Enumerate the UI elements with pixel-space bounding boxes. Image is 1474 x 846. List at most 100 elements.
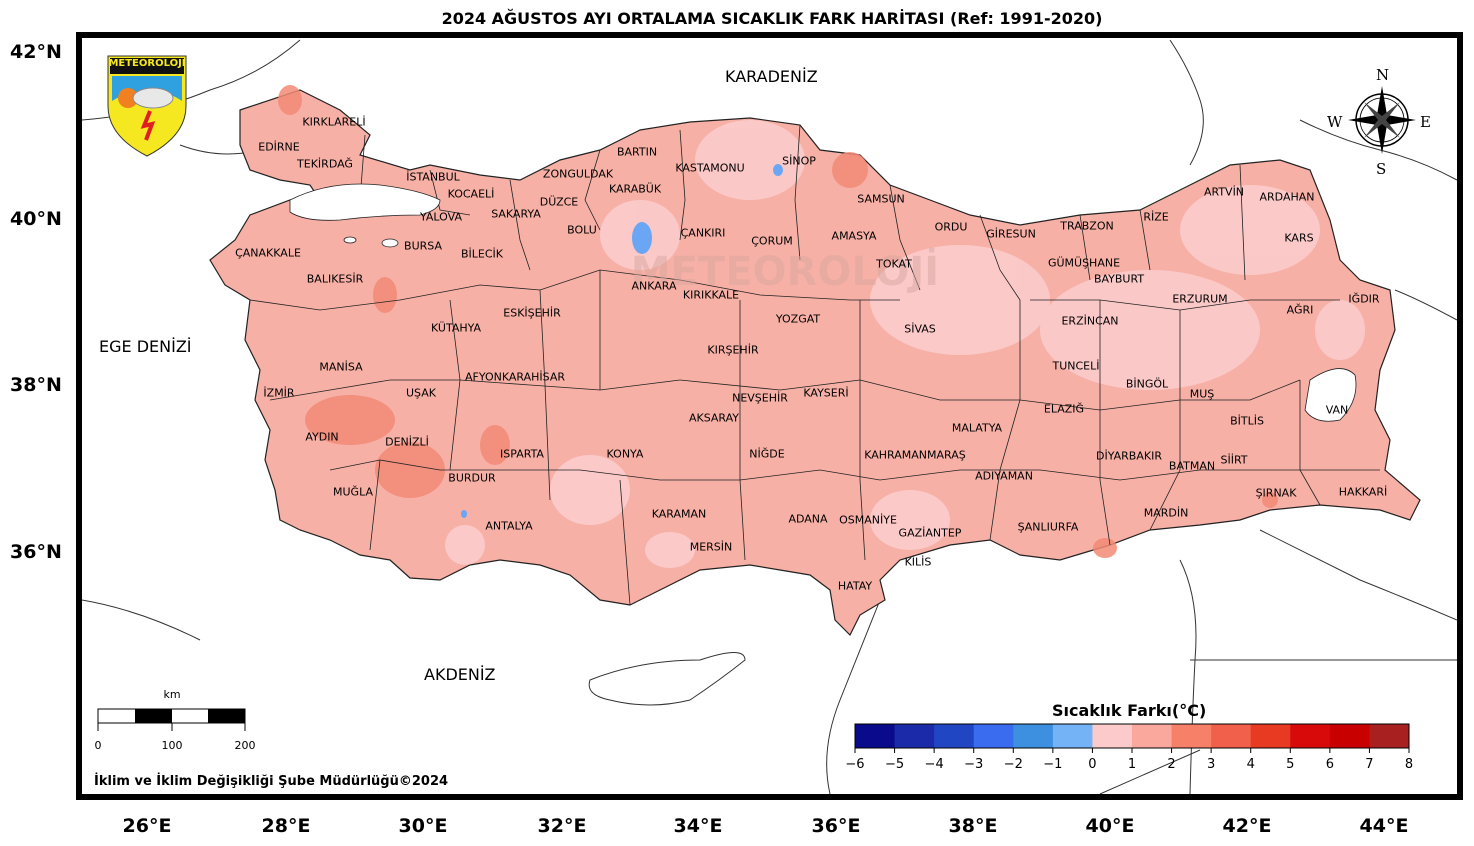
province-label: BİLECİK <box>460 247 504 261</box>
map-title: 2024 AĞUSTOS AYI ORTALAMA SICAKLIK FARK … <box>441 9 1103 28</box>
province-label: NİĞDE <box>749 447 785 461</box>
lat-label-40: 40°N <box>10 208 62 230</box>
neighbour-borders <box>82 39 1457 794</box>
province-label: ERZİNCAN <box>1061 314 1119 328</box>
legend-tick-label: 0 <box>1088 757 1097 772</box>
province-label: BOLU <box>567 223 597 237</box>
legend-tick-label: −4 <box>924 757 944 772</box>
province-label: SAMSUN <box>857 192 905 206</box>
province-label: MANİSA <box>319 360 363 374</box>
province-label: BİTLİS <box>1230 414 1264 428</box>
province-label: RİZE <box>1143 210 1169 224</box>
province-label: ORDU <box>934 220 968 234</box>
compass-n: N <box>1376 66 1390 84</box>
province-label: MERSİN <box>689 540 733 554</box>
legend-tick-label: 1 <box>1127 757 1137 772</box>
legend-swatch <box>894 724 935 748</box>
scale-bar-tick: 100 <box>161 739 183 752</box>
province-label: MARDİN <box>1143 506 1189 520</box>
sea-label-akdeniz: AKDENİZ <box>424 665 496 684</box>
lat-label-38: 38°N <box>10 374 62 396</box>
scale-bar-tick: 200 <box>234 739 256 752</box>
province-label: ERZURUM <box>1172 292 1228 306</box>
legend-swatch <box>1250 724 1291 748</box>
logo-icon <box>107 55 187 157</box>
province-label: GİRESUN <box>986 227 1036 241</box>
province-label: UŞAK <box>406 386 436 400</box>
legend-swatch <box>855 724 896 748</box>
province-label: KAYSERİ <box>803 386 849 400</box>
scale-bar-unit: km <box>163 688 181 701</box>
province-label: MUŞ <box>1189 387 1215 401</box>
province-label: DENİZLİ <box>385 435 429 449</box>
province-label: ANTALYA <box>485 519 533 533</box>
lon-label-30: 30°E <box>398 815 448 837</box>
inland-waters <box>289 183 1357 422</box>
logo-text: METEOROLOJİ <box>108 58 186 69</box>
province-label: İSTANBUL <box>406 170 460 184</box>
legend-swatch <box>1290 724 1331 748</box>
lon-label-44: 44°E <box>1359 815 1409 837</box>
province-label: BİNGÖL <box>1125 377 1169 391</box>
province-label: ANKARA <box>631 279 677 293</box>
province-label: ADIYAMAN <box>975 469 1033 483</box>
province-label: MUĞLA <box>333 485 373 499</box>
province-label: YALOVA <box>420 210 462 224</box>
province-label: HATAY <box>837 579 873 593</box>
province-label: SİNOP <box>782 154 816 168</box>
legend-swatch <box>1013 724 1054 748</box>
sea-label-karadeniz: KARADENİZ <box>725 67 818 86</box>
province-label: ÇANKIRI <box>680 226 726 240</box>
province-label: KIRŞEHİR <box>707 343 759 357</box>
legend-swatch <box>1132 724 1173 748</box>
province-label: IĞDIR <box>1348 292 1380 306</box>
legend-tick-label: −5 <box>884 757 905 772</box>
province-label: AFYONKARAHİSAR <box>465 370 565 384</box>
province-label: ŞANLIURFA <box>1017 520 1079 534</box>
sea-label-ege: EGE DENİZİ <box>99 337 192 356</box>
province-label: AYDIN <box>305 430 339 444</box>
lon-label-38: 38°E <box>948 815 998 837</box>
province-label: ÇANAKKALE <box>235 246 301 260</box>
province-label: BARTIN <box>616 145 658 159</box>
lon-label-34: 34°E <box>673 815 723 837</box>
province-label: AMASYA <box>831 229 877 243</box>
province-label: SAKARYA <box>491 207 541 221</box>
lat-label-36: 36°N <box>10 541 62 563</box>
province-label: YOZGAT <box>775 312 821 326</box>
scale-bar-tick: 0 <box>94 739 102 752</box>
legend-tick-label: 7 <box>1365 757 1374 772</box>
legend-tick-label: 8 <box>1404 757 1414 772</box>
legend-swatch <box>934 724 975 748</box>
legend-tick-label: 5 <box>1286 757 1295 772</box>
legend-swatch <box>1329 724 1370 748</box>
legend-swatch <box>973 724 1014 748</box>
lon-label-36: 36°E <box>811 815 861 837</box>
province-label: BALIKESİR <box>306 272 364 286</box>
province-label: NEVŞEHİR <box>732 391 788 405</box>
province-label: KARS <box>1284 231 1314 245</box>
province-label: KAHRAMANMARAŞ <box>864 448 966 462</box>
province-label: TRABZON <box>1060 219 1114 233</box>
compass-s: S <box>1376 160 1387 178</box>
scale-bar <box>97 708 246 731</box>
province-label: OSMANİYE <box>839 513 897 527</box>
legend-tick-label: 4 <box>1246 757 1255 772</box>
compass-rose-icon <box>1348 86 1416 154</box>
compass-e: E <box>1420 113 1431 131</box>
lon-label-42: 42°E <box>1222 815 1272 837</box>
legend-swatch <box>1211 724 1252 748</box>
watermark: METEOROLOJİ <box>631 247 939 295</box>
province-label: HAKKARİ <box>1338 485 1388 499</box>
province-label: ÇORUM <box>751 234 793 248</box>
province-label: KIRIKKALE <box>682 288 740 302</box>
province-label: ŞIRNAK <box>1255 486 1297 500</box>
province-label: VAN <box>1325 403 1349 417</box>
province-label: GAZİANTEP <box>898 526 962 540</box>
province-label: GÜMÜŞHANE <box>1047 256 1121 270</box>
warm-anomaly-patches <box>278 85 1278 558</box>
legend-colorbar <box>854 723 1410 753</box>
province-label: KÜTAHYA <box>430 321 482 335</box>
legend-title: Sıcaklık Farkı(°C) <box>1052 701 1207 720</box>
